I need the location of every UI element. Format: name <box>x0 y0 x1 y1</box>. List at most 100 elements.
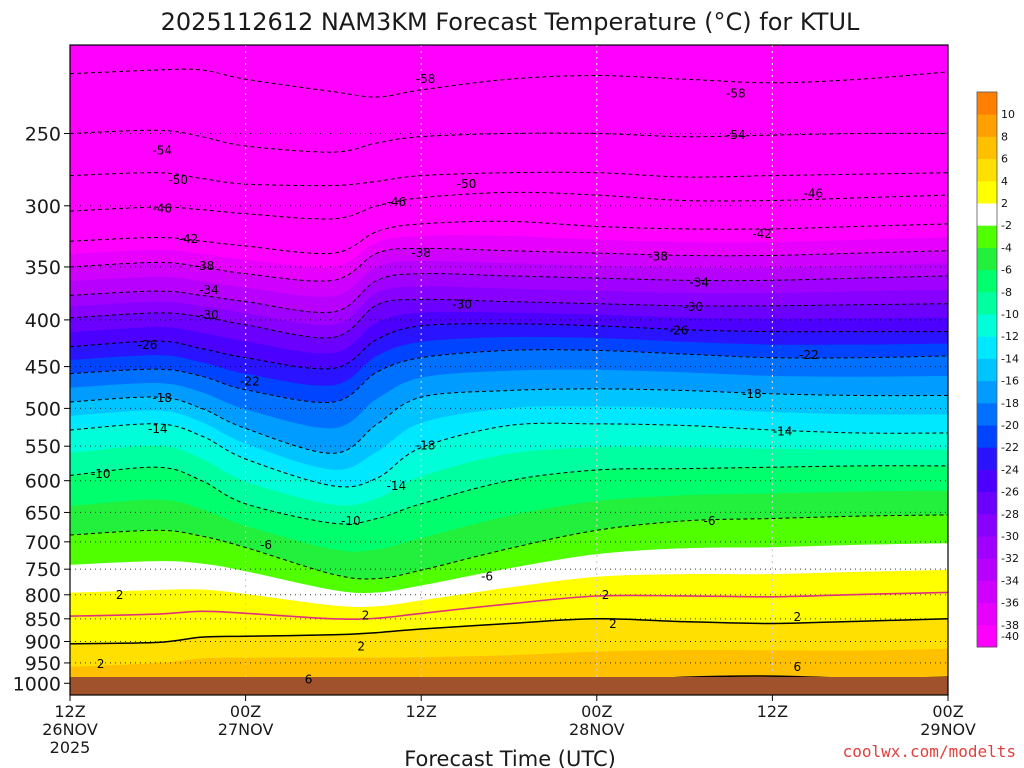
colorbar-swatch <box>977 447 997 470</box>
x-tick-label: 12Z <box>54 702 85 721</box>
y-tick-label: 450 <box>25 357 61 379</box>
contour-label: -18 <box>416 438 436 452</box>
contour-label: -18 <box>152 391 172 405</box>
colorbar-label: -14 <box>1001 352 1019 365</box>
x-tick-label: 00Z <box>932 702 963 721</box>
contour-label: 6 <box>305 672 313 686</box>
y-tick-label: 850 <box>25 609 61 631</box>
colorbar-swatch <box>977 136 997 160</box>
isotherm--58 <box>70 68 948 98</box>
colorbar-swatch <box>977 92 997 115</box>
x-tick-label: 26NOV <box>42 720 98 739</box>
colorbar-swatch <box>977 225 997 248</box>
y-tick-label: 950 <box>25 653 61 675</box>
colorbar-label: -22 <box>1001 441 1019 454</box>
plot-frame <box>69 44 949 696</box>
isotherm--10 <box>70 465 948 525</box>
x-tick-label: 28NOV <box>569 720 625 739</box>
colorbar-label: 4 <box>1001 175 1008 188</box>
zero-degree-isotherm <box>70 591 948 620</box>
colorbar-swatch <box>977 291 997 315</box>
y-tick-label: 350 <box>25 257 61 279</box>
contour-label: -38 <box>411 246 431 260</box>
isotherm--14 <box>70 422 948 488</box>
temperature-bands <box>70 68 948 695</box>
contour-label: 6 <box>793 660 801 674</box>
contour-label: -34 <box>689 275 709 289</box>
y-tick-label: 750 <box>25 559 61 581</box>
contour-label: -18 <box>742 387 762 401</box>
ground-below-surface <box>70 677 948 695</box>
colorbar-label: -2 <box>1001 219 1012 232</box>
colorbar-label: -8 <box>1001 286 1012 299</box>
colorbar-label: -26 <box>1001 486 1019 499</box>
contour-label: -46 <box>152 201 172 215</box>
contour-label: -10 <box>341 514 361 528</box>
contour-label: 2 <box>97 657 105 671</box>
colorbar-swatch <box>977 624 997 648</box>
colorbar-label: -16 <box>1001 375 1019 388</box>
contour-label: -46 <box>804 187 824 201</box>
y-tick-label: 250 <box>25 123 61 145</box>
x-axis-label: Forecast Time (UTC) <box>404 747 616 768</box>
grid-lines <box>70 45 948 695</box>
contour-label: -22 <box>240 374 260 388</box>
colorbar-label: -18 <box>1001 397 1019 410</box>
contour-label: -30 <box>452 298 472 312</box>
colorbar-swatch <box>977 580 997 604</box>
contour-label: 2 <box>609 617 617 631</box>
x-tick-label: 12Z <box>757 702 788 721</box>
contour-label: -38 <box>648 250 668 264</box>
colorbar-swatch <box>977 114 997 137</box>
contour-label: -6 <box>703 514 715 528</box>
colorbar-swatch <box>977 203 997 226</box>
contour-label: -50 <box>168 173 188 187</box>
credit-link[interactable]: coolwx.com/modelts <box>843 742 1016 761</box>
contour-label: -22 <box>799 348 819 362</box>
x-tick-label: 00Z <box>581 702 612 721</box>
isotherm-2 <box>70 618 948 645</box>
contour-label: 2 <box>116 588 124 602</box>
colorbar-swatch <box>977 336 997 359</box>
contour-label: 2 <box>793 610 801 624</box>
colorbar-label: -28 <box>1001 508 1019 521</box>
y-axis-pressure: 2503003504004505005506006507007508008509… <box>13 123 70 695</box>
colorbar-frame <box>976 91 998 648</box>
x-tick-label: 00Z <box>230 702 261 721</box>
x-tick-label: 2025 <box>50 738 91 757</box>
colorbar-swatch <box>977 180 997 204</box>
colorbar-label: 8 <box>1001 130 1008 143</box>
colorbar-swatch <box>977 425 997 448</box>
isotherm--22 <box>70 349 948 404</box>
colorbar-label: -36 <box>1001 597 1019 610</box>
colorbar-label: -4 <box>1001 241 1012 254</box>
contour-label: -58 <box>726 86 746 100</box>
colorbar-label: 10 <box>1001 108 1015 121</box>
colorbar-label: -6 <box>1001 264 1012 277</box>
isotherm--18 <box>70 388 948 454</box>
contour-label: -42 <box>179 232 199 246</box>
isotherm--50 <box>70 171 948 187</box>
isotherm--42 <box>70 220 948 255</box>
contour-label: -50 <box>457 177 477 191</box>
colorbar-swatch <box>977 513 997 537</box>
colorbar-swatch <box>977 314 997 337</box>
contour-labels: -58 -58 -54 -54 -50 -50 -46 -46 -46 -42 -42 -38 -38 -… <box>91 72 823 686</box>
contour-label: -10 <box>91 467 111 481</box>
contour-label: -38 <box>195 259 215 273</box>
contour-label: -14 <box>148 422 168 436</box>
contour-label: -30 <box>199 308 219 322</box>
colorbar-label: -32 <box>1001 552 1019 565</box>
colorbar-legend: -38-36-34-32-30-28-26-24-22-20-18-16-14-… <box>976 91 1019 648</box>
colorbar-swatch <box>977 247 997 271</box>
x-tick-label: 27NOV <box>218 720 274 739</box>
colorbar-swatch <box>977 402 997 426</box>
colorbar-swatch <box>977 491 997 515</box>
y-tick-label: 800 <box>25 585 61 607</box>
colorbar-label: -12 <box>1001 330 1019 343</box>
contour-label: -34 <box>199 283 219 297</box>
colorbar-label: -10 <box>1001 308 1019 321</box>
colorbar-label: 6 <box>1001 153 1008 166</box>
